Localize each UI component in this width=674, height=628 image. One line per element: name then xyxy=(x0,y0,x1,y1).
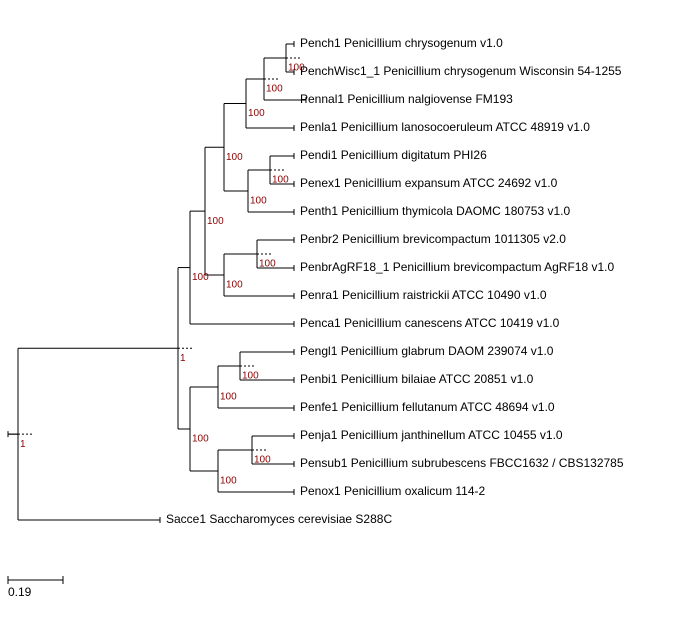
support-value: 100 xyxy=(266,84,283,95)
support-value: 100 xyxy=(192,434,209,445)
leaf-label: Penja1 Penicillium janthinellum ATCC 104… xyxy=(300,428,563,442)
leaf-label: Penox1 Penicillium oxalicum 114-2 xyxy=(300,484,486,498)
leaf-label: Penth1 Penicillium thymicola DAOMC 18075… xyxy=(300,204,570,218)
leaf-label: Penex1 Penicillium expansum ATCC 24692 v… xyxy=(300,176,558,190)
leaf-label: Penca1 Penicillium canescens ATCC 10419 … xyxy=(300,316,560,330)
support-value: 100 xyxy=(220,392,237,403)
support-value: 100 xyxy=(248,108,265,119)
leaf-label: Pensub1 Penicillium subrubescens FBCC163… xyxy=(300,456,624,470)
support-value: 1 xyxy=(20,439,26,450)
leaf-label: PenbrAgRF18_1 Penicillium brevicompactum… xyxy=(300,260,614,274)
leaf-label: Pennal1 Penicillium nalgiovense FM193 xyxy=(300,92,513,106)
support-value: 100 xyxy=(250,196,267,207)
leaf-label: PenchWisc1_1 Penicillium chrysogenum Wis… xyxy=(300,64,622,78)
support-value: 100 xyxy=(207,216,224,227)
leaf-label: Penbi1 Penicillium bilaiae ATCC 20851 v1… xyxy=(300,372,534,386)
support-value: 100 xyxy=(226,280,243,291)
leaf-label: Sacce1 Saccharomyces cerevisiae S288C xyxy=(166,512,392,526)
leaf-label: Pendi1 Penicillium digitatum PHI26 xyxy=(300,148,487,162)
leaf-label: Penfe1 Penicillium fellutanum ATCC 48694… xyxy=(300,400,555,414)
leaf-label: Penra1 Penicillium raistrickii ATCC 1049… xyxy=(300,288,547,302)
support-value: 100 xyxy=(226,152,243,163)
leaf-label: Pench1 Penicillium chrysogenum v1.0 xyxy=(300,36,503,50)
support-value: 100 xyxy=(220,476,237,487)
leaf-label: Pengl1 Penicillium glabrum DAOM 239074 v… xyxy=(300,344,554,358)
support-value: 1 xyxy=(180,353,186,364)
scale-label: 0.19 xyxy=(8,585,32,599)
support-value: 100 xyxy=(192,272,209,283)
leaf-label: Penla1 Penicillium lanosocoeruleum ATCC … xyxy=(300,120,590,134)
phylo-tree: 1001001001001001001001001001001001001001… xyxy=(0,0,674,628)
leaf-label: Penbr2 Penicillium brevicompactum 101130… xyxy=(300,232,566,246)
